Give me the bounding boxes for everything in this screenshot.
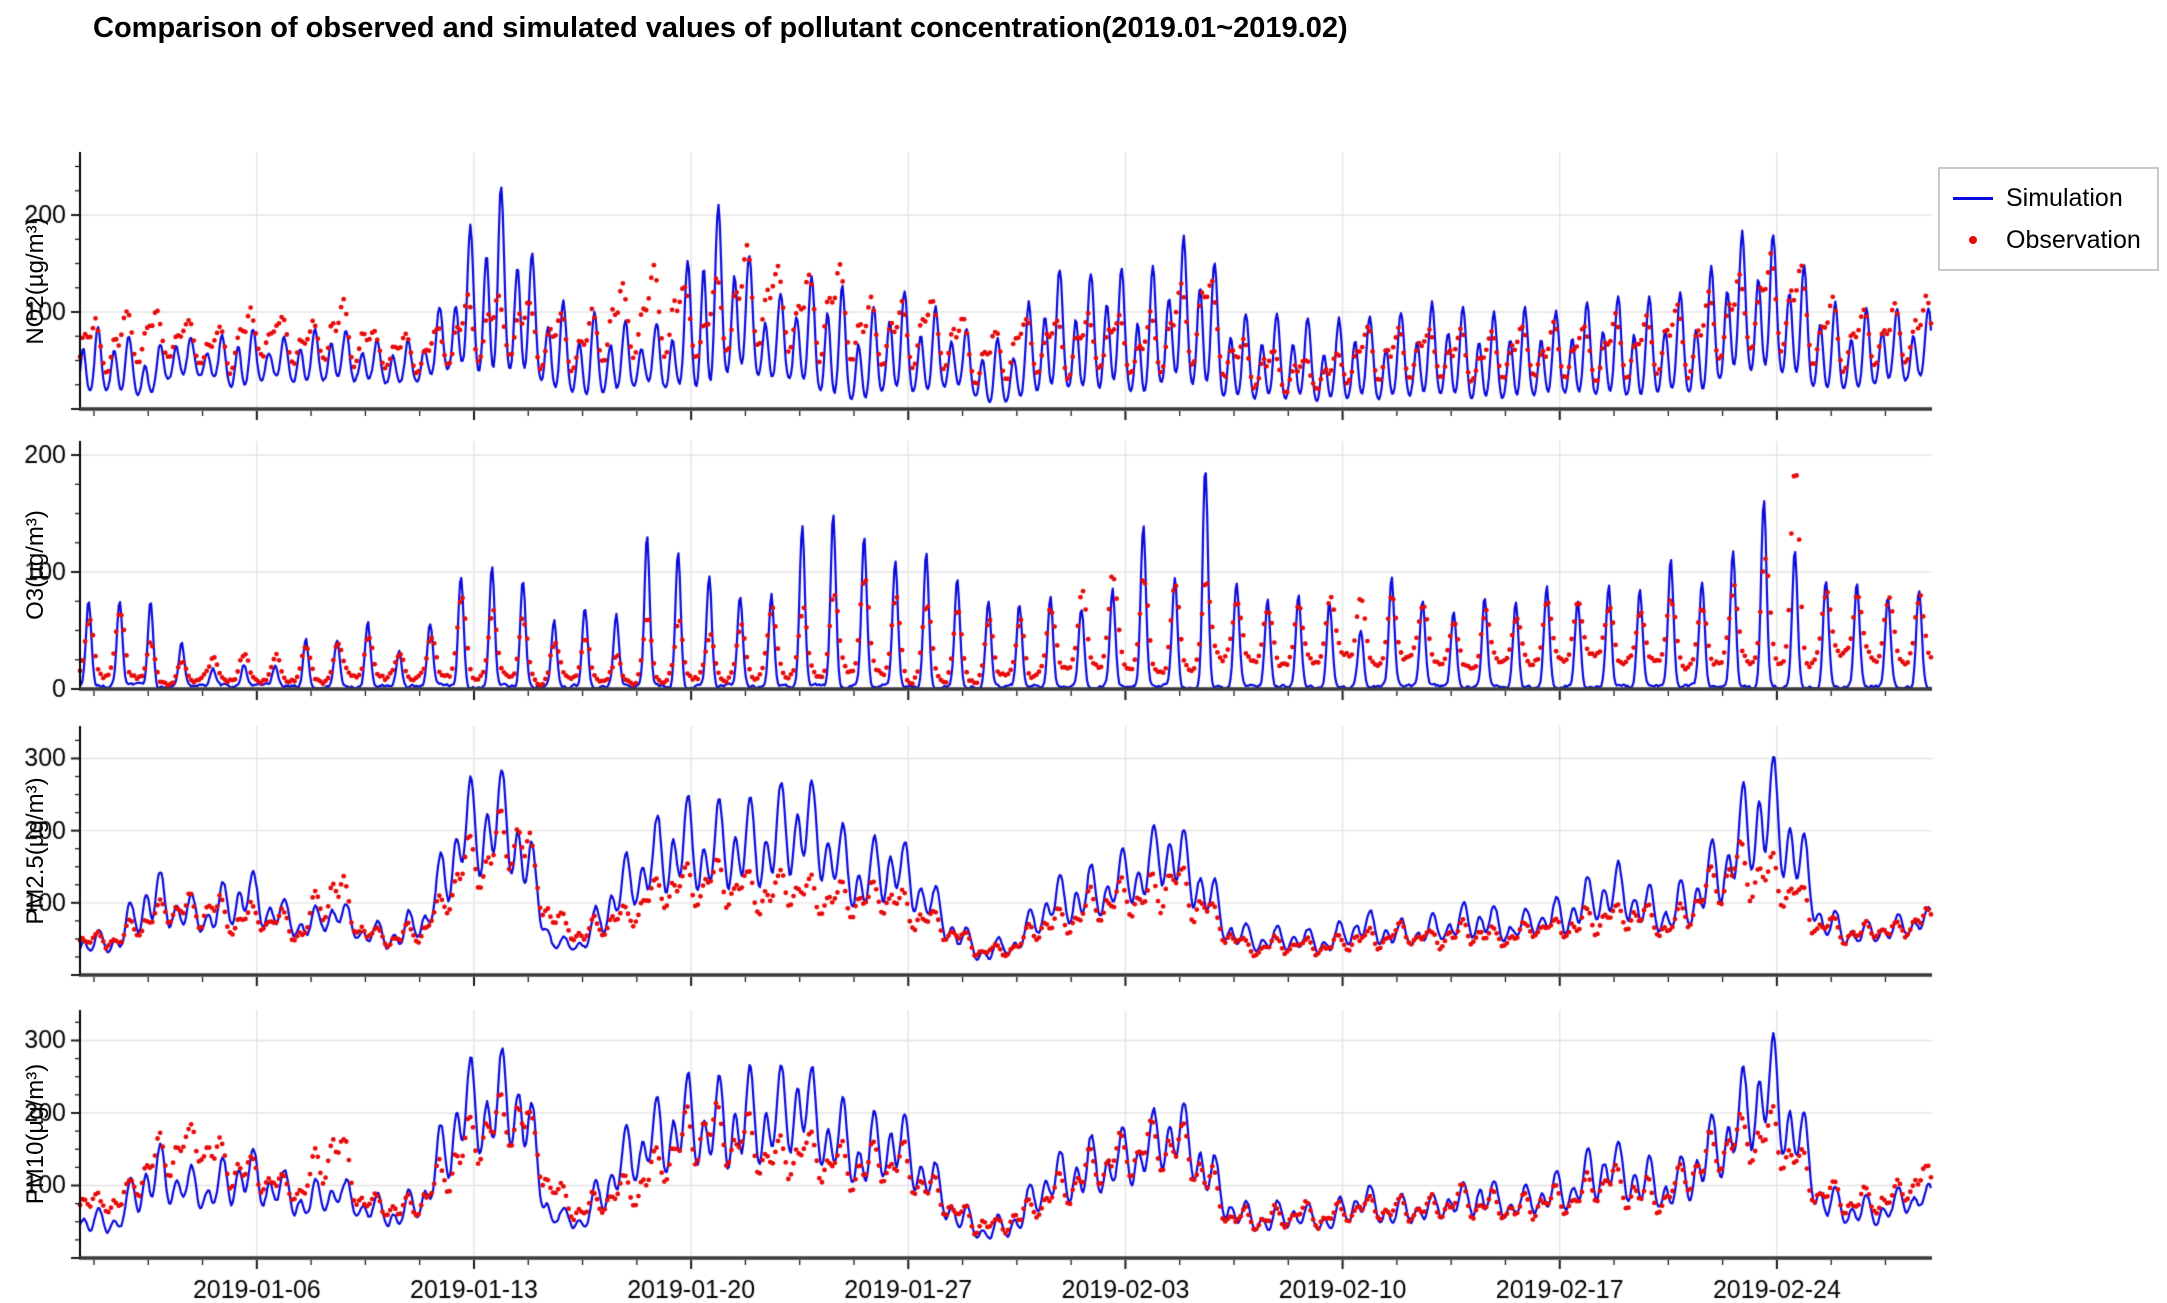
legend: Simulation Observation — [1938, 167, 2159, 271]
simulation-line-icon — [1940, 196, 2006, 200]
legend-label-simulation: Simulation — [2006, 183, 2123, 212]
legend-item-observation: Observation — [1940, 219, 2157, 261]
y-axis-label-o3: O3(µg/m³) — [22, 510, 49, 620]
observation-dot-icon — [1940, 236, 2006, 244]
legend-label-observation: Observation — [2006, 225, 2141, 254]
chart-title: Comparison of observed and simulated val… — [93, 12, 1348, 44]
y-axis-label-pm10: PM10(µg/m³) — [22, 1063, 49, 1205]
y-axis-label-pm25: PM2.5(µg/m³) — [22, 777, 49, 925]
y-axis-label-no2: NO2(µg/m³) — [22, 217, 49, 345]
legend-item-simulation: Simulation — [1940, 177, 2157, 219]
